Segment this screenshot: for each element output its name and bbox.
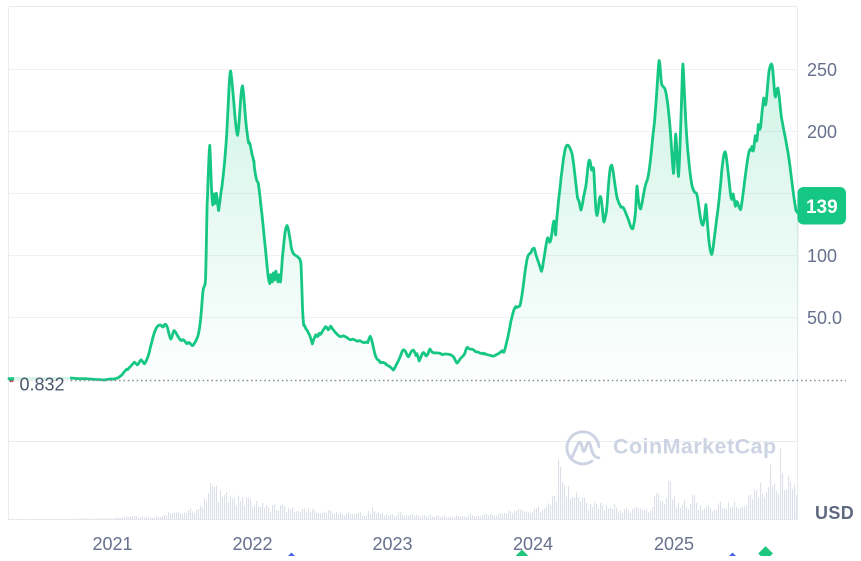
svg-text:139: 139 bbox=[806, 197, 838, 218]
svg-text:250: 250 bbox=[807, 60, 837, 80]
svg-text:100: 100 bbox=[807, 246, 837, 266]
svg-text:50.0: 50.0 bbox=[807, 308, 842, 328]
svg-text:2025: 2025 bbox=[654, 534, 694, 554]
svg-text:2024: 2024 bbox=[513, 534, 553, 554]
svg-text:2021: 2021 bbox=[92, 534, 132, 554]
svg-text:200: 200 bbox=[807, 122, 837, 142]
svg-text:2023: 2023 bbox=[372, 534, 412, 554]
svg-text:CoinMarketCap: CoinMarketCap bbox=[613, 435, 777, 459]
svg-text:USD: USD bbox=[815, 503, 854, 523]
svg-text:0.832: 0.832 bbox=[20, 375, 65, 395]
svg-text:2022: 2022 bbox=[232, 534, 272, 554]
